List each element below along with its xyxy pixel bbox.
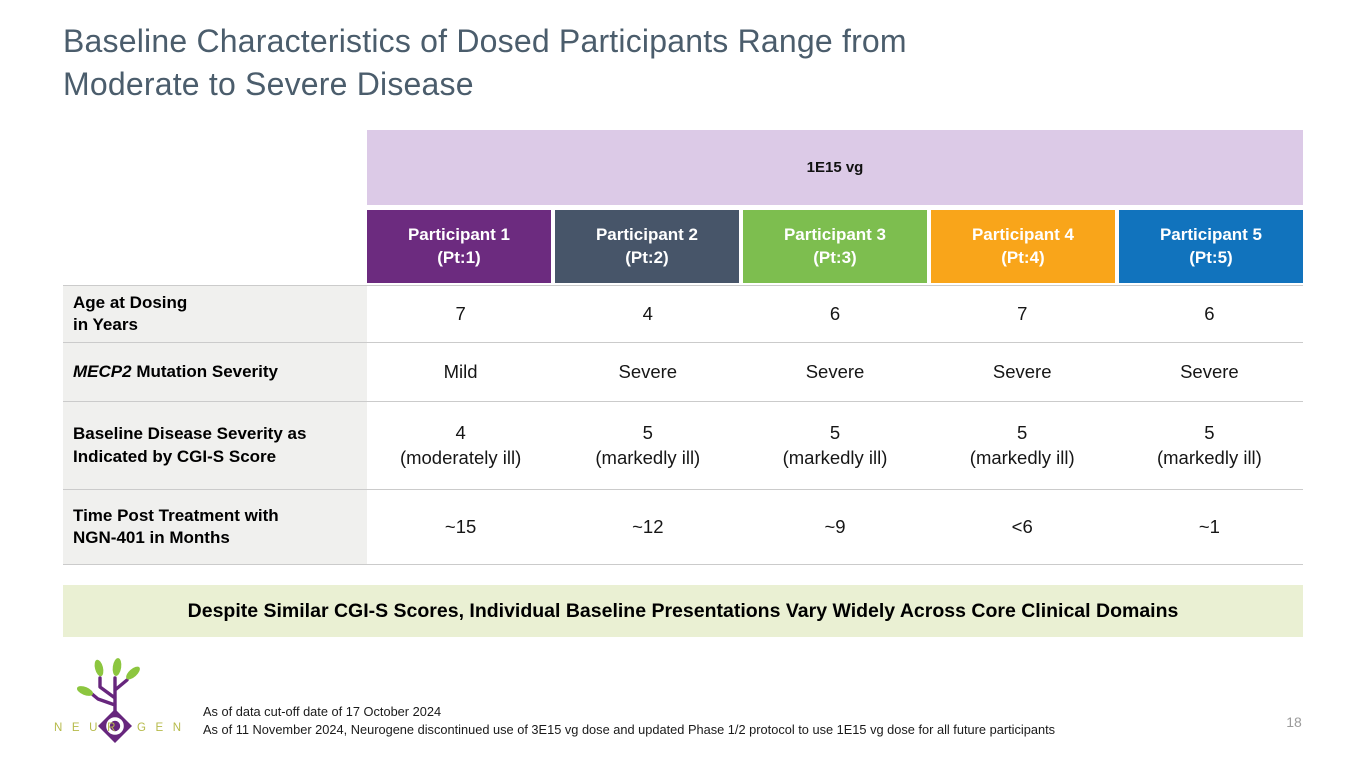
participant-id: (Pt:3) (813, 247, 857, 267)
participant-1-header: Participant 1 (Pt:1) (367, 210, 551, 283)
participant-id: (Pt:5) (1189, 247, 1233, 267)
row-label-text: Baseline Disease Severity as Indicated b… (73, 424, 307, 466)
participant-4-header: Participant 4 (Pt:4) (931, 210, 1115, 283)
table-cell: 7 (455, 302, 466, 324)
table-cell: Severe (1180, 360, 1239, 382)
table-cell: 5 (markedly ill) (595, 421, 701, 468)
participant-2-header: Participant 2 (Pt:2) (555, 210, 739, 283)
table-row-time-post-treatment: Time Post Treatment with NGN-401 in Mont… (63, 490, 1303, 565)
row-label-text: Time Post Treatment with NGN-401 in Mont… (73, 505, 279, 547)
participant-id: (Pt:1) (437, 247, 481, 267)
participant-name: Participant 2 (595, 225, 699, 245)
participant-name: Participant 4 (971, 225, 1075, 245)
row-label-age: Age at Dosing in Years (63, 286, 367, 342)
table-row-mutation-severity: MECP2 Mutation Severity Mild Severe Seve… (63, 343, 1303, 402)
page-number: 18 (1286, 714, 1302, 730)
table-cell: Severe (992, 360, 1052, 382)
participant-name: Participant 1 (407, 225, 511, 245)
table-cell: ~1 (1198, 515, 1220, 537)
table-cell: 4 (642, 302, 653, 324)
row-label-cgis-score: Baseline Disease Severity as Indicated b… (63, 402, 367, 489)
table-cell: 7 (1017, 302, 1028, 324)
baseline-characteristics-table: 1E15 vg Participant 1 (Pt:1) Participant… (63, 130, 1303, 565)
logo-leaf-icon (126, 666, 140, 680)
table-cell: 6 (829, 302, 841, 324)
participant-5-header: Participant 5 (Pt:5) (1119, 210, 1303, 283)
table-cell: 5 (markedly ill) (969, 421, 1075, 468)
row-label-text: Mutation Severity (131, 361, 279, 381)
participant-name: Participant 5 (1159, 225, 1263, 245)
logo-ring-icon (106, 717, 124, 735)
footnote-line-1: As of data cut-off date of 17 October 20… (203, 704, 442, 719)
slide-title: Baseline Characteristics of Dosed Partic… (63, 23, 907, 103)
participant-name: Participant 3 (783, 225, 887, 245)
logo-branches (90, 676, 129, 714)
table-cell: 6 (1204, 302, 1215, 324)
logo-diamond-icon (98, 709, 132, 743)
dose-header-cell: 1E15 vg (367, 130, 1303, 205)
table-row-age: Age at Dosing in Years 7 4 6 7 6 (63, 285, 1303, 343)
participant-id: (Pt:4) (1001, 247, 1045, 267)
logo-text-right: G E N E (137, 722, 186, 734)
row-label-mutation-severity: MECP2 Mutation Severity (63, 343, 367, 401)
table-cell: ~15 (444, 515, 477, 537)
key-message-banner: Despite Similar CGI-S Scores, Individual… (63, 585, 1303, 637)
row-label-text: Age at Dosing in Years (73, 292, 188, 334)
table-cell: ~12 (632, 515, 664, 537)
logo-text-left: N E U R (54, 722, 119, 734)
table-cell: 4 (moderately ill) (399, 421, 522, 468)
row-label-time-post-treatment: Time Post Treatment with NGN-401 in Mont… (63, 490, 367, 564)
row-label-em: MECP2 (73, 361, 132, 381)
logo-tree-icon: N E U R G E N E (54, 658, 198, 743)
table-cell: Severe (805, 360, 865, 382)
table-cell: Mild (443, 360, 478, 382)
participant-3-header: Participant 3 (Pt:3) (743, 210, 927, 283)
footnote-line-2: As of 11 November 2024, Neurogene discon… (203, 722, 1056, 738)
neurogene-logo: N E U R G E N E (54, 654, 198, 761)
table-cell: ~9 (824, 515, 846, 537)
logo-leaf-icon (94, 659, 104, 677)
table-cell: 5 (markedly ill) (782, 421, 888, 468)
participant-header-row: Participant 1 (Pt:1) Participant 2 (Pt:2… (63, 210, 1303, 283)
table-row-cgis-score: Baseline Disease Severity as Indicated b… (63, 402, 1303, 490)
table-cell: 5 (markedly ill) (1156, 421, 1262, 468)
table-cell: Severe (618, 360, 678, 382)
participant-row-spacer (63, 210, 367, 283)
participant-id: (Pt:2) (625, 247, 669, 267)
table-cell: <6 (1011, 515, 1033, 537)
footnotes: As of data cut-off date of 17 October 20… (203, 703, 1243, 739)
logo-leaf-icon (76, 686, 94, 696)
logo-leaf-icon (112, 658, 122, 676)
dose-header-row: 1E15 vg (63, 130, 1303, 205)
dose-row-spacer (63, 130, 367, 205)
